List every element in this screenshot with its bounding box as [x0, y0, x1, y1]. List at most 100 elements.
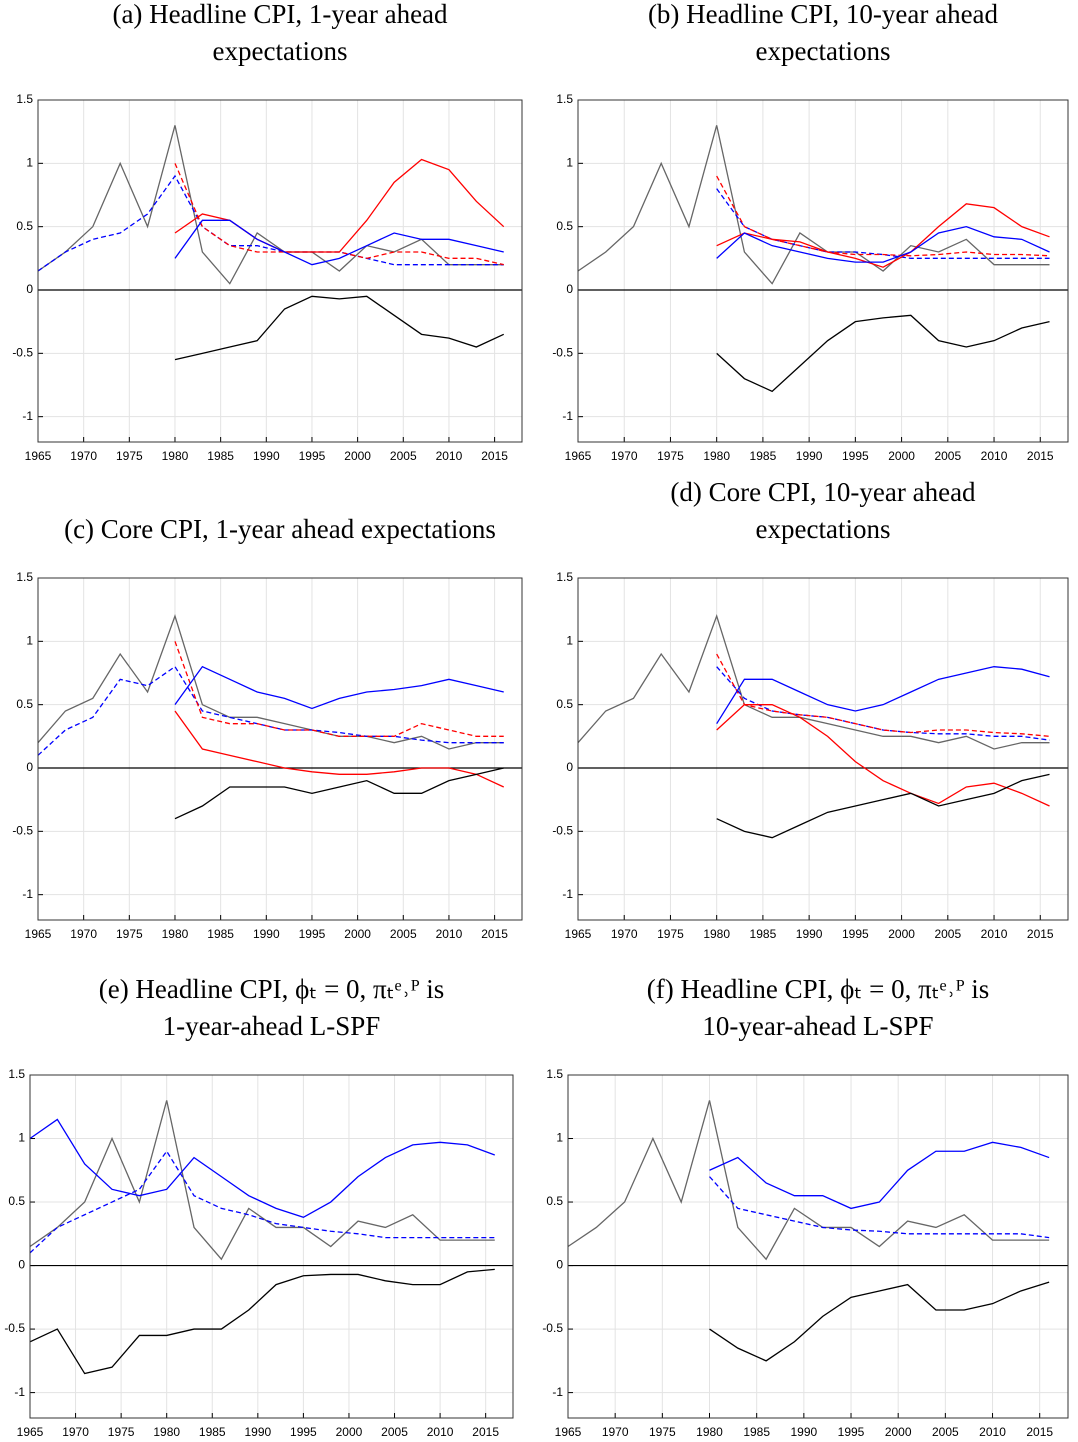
- x-tick-label: 1995: [299, 449, 326, 463]
- x-tick-label: 1990: [796, 927, 823, 941]
- plot-frame: [567, 1074, 1069, 1419]
- series-line: [716, 773, 1050, 839]
- y-tick-label: 0: [18, 1258, 25, 1272]
- series-line: [716, 225, 1050, 263]
- y-tick-label: 0: [26, 282, 33, 296]
- x-tick-label: 1965: [555, 1425, 582, 1439]
- x-tick-label: 2005: [934, 449, 961, 463]
- x-tick-label: 1975: [657, 927, 684, 941]
- series-line: [37, 613, 504, 750]
- x-tick-label: 1975: [116, 449, 143, 463]
- series-line: [716, 314, 1050, 393]
- x-tick-label: 1975: [116, 927, 143, 941]
- y-tick-label: -1: [562, 887, 573, 901]
- x-tick-label: 1980: [703, 449, 730, 463]
- y-tick-label: 0: [566, 760, 573, 774]
- x-tick-label: 1975: [108, 1425, 135, 1439]
- y-tick-label: -1: [562, 409, 573, 423]
- x-tick-label: 1995: [299, 927, 326, 941]
- x-tick-label: 2000: [336, 1425, 363, 1439]
- y-tick-label: 1: [566, 156, 573, 170]
- x-tick-label: 1980: [162, 927, 189, 941]
- series-line: [174, 295, 505, 361]
- x-tick-label: 1980: [696, 1425, 723, 1439]
- x-tick-label: 1980: [703, 927, 730, 941]
- x-tick-label: 1965: [25, 449, 52, 463]
- y-tick-label: 1.5: [556, 570, 573, 584]
- y-tick-label: -0.5: [4, 1321, 25, 1335]
- x-tick-label: 2005: [390, 449, 417, 463]
- chart-title: (e) Headline CPI, ϕₜ = 0, πₜᵉ˒ᴾ is: [99, 974, 445, 1004]
- y-tick-label: -0.5: [542, 1321, 563, 1335]
- x-tick-label: 2010: [979, 1425, 1006, 1439]
- x-tick-label: 2000: [888, 449, 915, 463]
- y-tick-label: 0.5: [16, 697, 33, 711]
- x-tick-label: 1985: [207, 449, 234, 463]
- series-line: [716, 666, 1050, 741]
- chart-title: (f) Headline CPI, ϕₜ = 0, πₜᵉ˒ᴾ is: [647, 974, 990, 1004]
- y-tick-label: 0.5: [8, 1194, 25, 1208]
- series-line: [37, 665, 504, 756]
- x-tick-label: 2010: [436, 927, 463, 941]
- y-tick-label: 1.5: [556, 92, 573, 106]
- y-tick-label: 1: [26, 156, 33, 170]
- plot-frame: [577, 99, 1069, 443]
- series-line: [174, 641, 504, 737]
- x-tick-label: 1990: [790, 1425, 817, 1439]
- x-tick-label: 1990: [253, 449, 280, 463]
- series-line: [577, 613, 1050, 750]
- y-tick-label: 0.5: [16, 219, 33, 233]
- y-tick-label: -1: [22, 409, 33, 423]
- x-tick-label: 1970: [70, 449, 97, 463]
- y-tick-label: -0.5: [552, 824, 573, 838]
- x-tick-label: 2005: [932, 1425, 959, 1439]
- y-tick-label: -0.5: [552, 346, 573, 360]
- x-tick-label: 1995: [842, 449, 869, 463]
- y-tick-label: 1: [26, 634, 33, 648]
- x-tick-label: 2015: [1026, 1425, 1053, 1439]
- plot-frame: [29, 1074, 514, 1419]
- y-tick-label: 1.5: [16, 92, 33, 106]
- series-line: [577, 125, 1050, 285]
- x-tick-label: 1985: [750, 449, 777, 463]
- x-tick-label: 1970: [602, 1425, 629, 1439]
- y-tick-label: 1: [566, 634, 573, 648]
- x-tick-label: 1985: [199, 1425, 226, 1439]
- series-line: [174, 767, 504, 820]
- x-tick-label: 1990: [796, 449, 823, 463]
- y-tick-label: 0.5: [546, 1194, 563, 1208]
- x-tick-label: 1975: [649, 1425, 676, 1439]
- series-line: [29, 1118, 496, 1218]
- chart-title: (a) Headline CPI, 1-year ahead: [112, 0, 448, 29]
- series-line: [29, 1268, 495, 1375]
- y-tick-label: 0.5: [556, 219, 573, 233]
- plot-area: [578, 578, 1068, 920]
- y-tick-label: 0: [26, 760, 33, 774]
- x-tick-label: 2000: [344, 449, 371, 463]
- x-tick-label: 1975: [657, 449, 684, 463]
- x-tick-label: 1980: [153, 1425, 180, 1439]
- series-line: [174, 219, 504, 266]
- series-line: [709, 1281, 1050, 1362]
- x-tick-label: 2000: [344, 927, 371, 941]
- chart-title: expectations: [213, 36, 348, 66]
- chart-title: (c) Core CPI, 1-year ahead expectations: [64, 514, 496, 544]
- x-tick-label: 2010: [981, 927, 1008, 941]
- y-tick-label: 1: [556, 1131, 563, 1145]
- x-tick-label: 1985: [207, 927, 234, 941]
- plot-area: [568, 1075, 1068, 1418]
- series-line: [37, 125, 504, 285]
- series-line: [567, 1100, 1050, 1261]
- y-tick-label: 0: [566, 282, 573, 296]
- x-tick-label: 2010: [981, 449, 1008, 463]
- x-tick-label: 2000: [885, 1425, 912, 1439]
- x-tick-label: 1965: [565, 449, 592, 463]
- x-tick-label: 1970: [611, 927, 638, 941]
- plot-area: [578, 100, 1068, 442]
- x-tick-label: 1965: [17, 1425, 44, 1439]
- plot-area: [38, 578, 522, 920]
- x-tick-label: 2015: [1027, 449, 1054, 463]
- x-tick-label: 2005: [381, 1425, 408, 1439]
- x-tick-label: 1990: [253, 927, 280, 941]
- series-line: [709, 1141, 1050, 1210]
